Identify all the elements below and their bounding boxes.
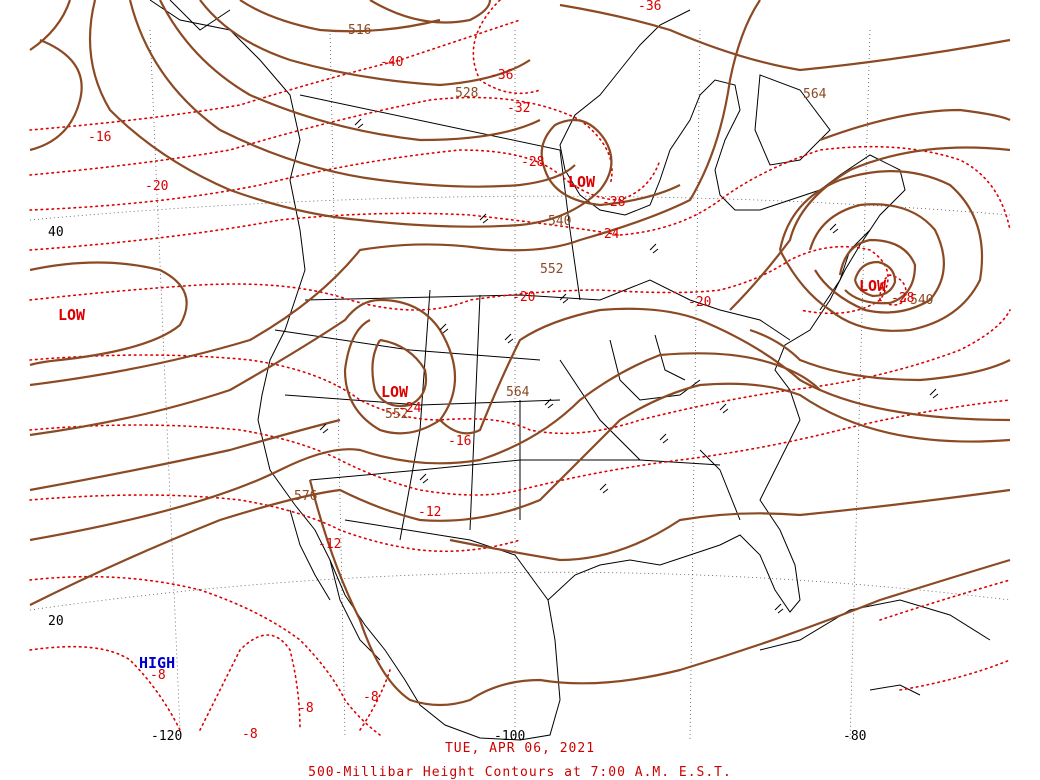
temperature-label: -28 <box>521 155 544 170</box>
height-label: 576 <box>294 489 317 504</box>
temperature-labels: -36 -40 -36 -32 -28 -28 -24 -28 -16 -20 … <box>88 0 914 742</box>
low-label: LOW <box>58 306 86 324</box>
height-label: 552 <box>385 407 408 422</box>
temperature-label: -8 <box>363 690 379 705</box>
temperature-label: -24 <box>398 401 422 416</box>
longitude-label: -120 <box>151 729 182 744</box>
height-label: 564 <box>803 87 827 102</box>
map-title: 500-Millibar Height Contours at 7:00 A.M… <box>308 765 732 780</box>
temperature-label: -32 <box>507 101 530 116</box>
graticule <box>29 29 1011 741</box>
temperature-label: -8 <box>242 727 258 742</box>
temperature-label: -36 <box>638 0 661 14</box>
temperature-label: -16 <box>88 130 111 145</box>
temperature-label: -12 <box>418 505 441 520</box>
latitude-label: 20 <box>48 614 64 629</box>
temperature-isotherms <box>29 0 1011 736</box>
low-label: LOW <box>381 383 409 401</box>
temperature-label: -20 <box>145 179 168 194</box>
pressure-systems: LOW LOW LOW LOW HIGH <box>58 173 887 672</box>
height-label: 552 <box>540 262 563 277</box>
temperature-label: -8 <box>150 668 166 683</box>
temperature-label: -28 <box>891 291 914 306</box>
temperature-label: -36 <box>490 68 513 83</box>
temperature-label: -20 <box>688 295 711 310</box>
low-label: LOW <box>568 173 596 191</box>
temperature-label: -8 <box>298 701 314 716</box>
height-label: 528 <box>455 86 478 101</box>
height-label: 564 <box>506 385 530 400</box>
low-label: LOW <box>859 277 887 295</box>
height-contours <box>29 0 1011 707</box>
temperature-label: -16 <box>448 434 471 449</box>
wind-barbs <box>319 118 939 614</box>
high-label: HIGH <box>139 654 175 672</box>
temperature-label: -28 <box>602 195 625 210</box>
temperature-label: -40 <box>380 55 403 70</box>
height-label: 516 <box>348 23 371 38</box>
height-label: 540 <box>910 293 933 308</box>
temperature-label: -24 <box>596 227 620 242</box>
grid-labels: 40 20 -120 -100 -80 <box>48 225 866 744</box>
longitude-label: -80 <box>843 729 866 744</box>
latitude-label: 40 <box>48 225 64 240</box>
height-label: 540 <box>548 214 571 229</box>
longitude-label: -100 <box>494 729 525 744</box>
height-labels: 516 528 540 540 552 552 564 564 576 <box>294 23 933 504</box>
temperature-label: -20 <box>512 290 535 305</box>
map-date: TUE, APR 06, 2021 <box>444 741 596 756</box>
temperature-label: -12 <box>318 537 341 552</box>
